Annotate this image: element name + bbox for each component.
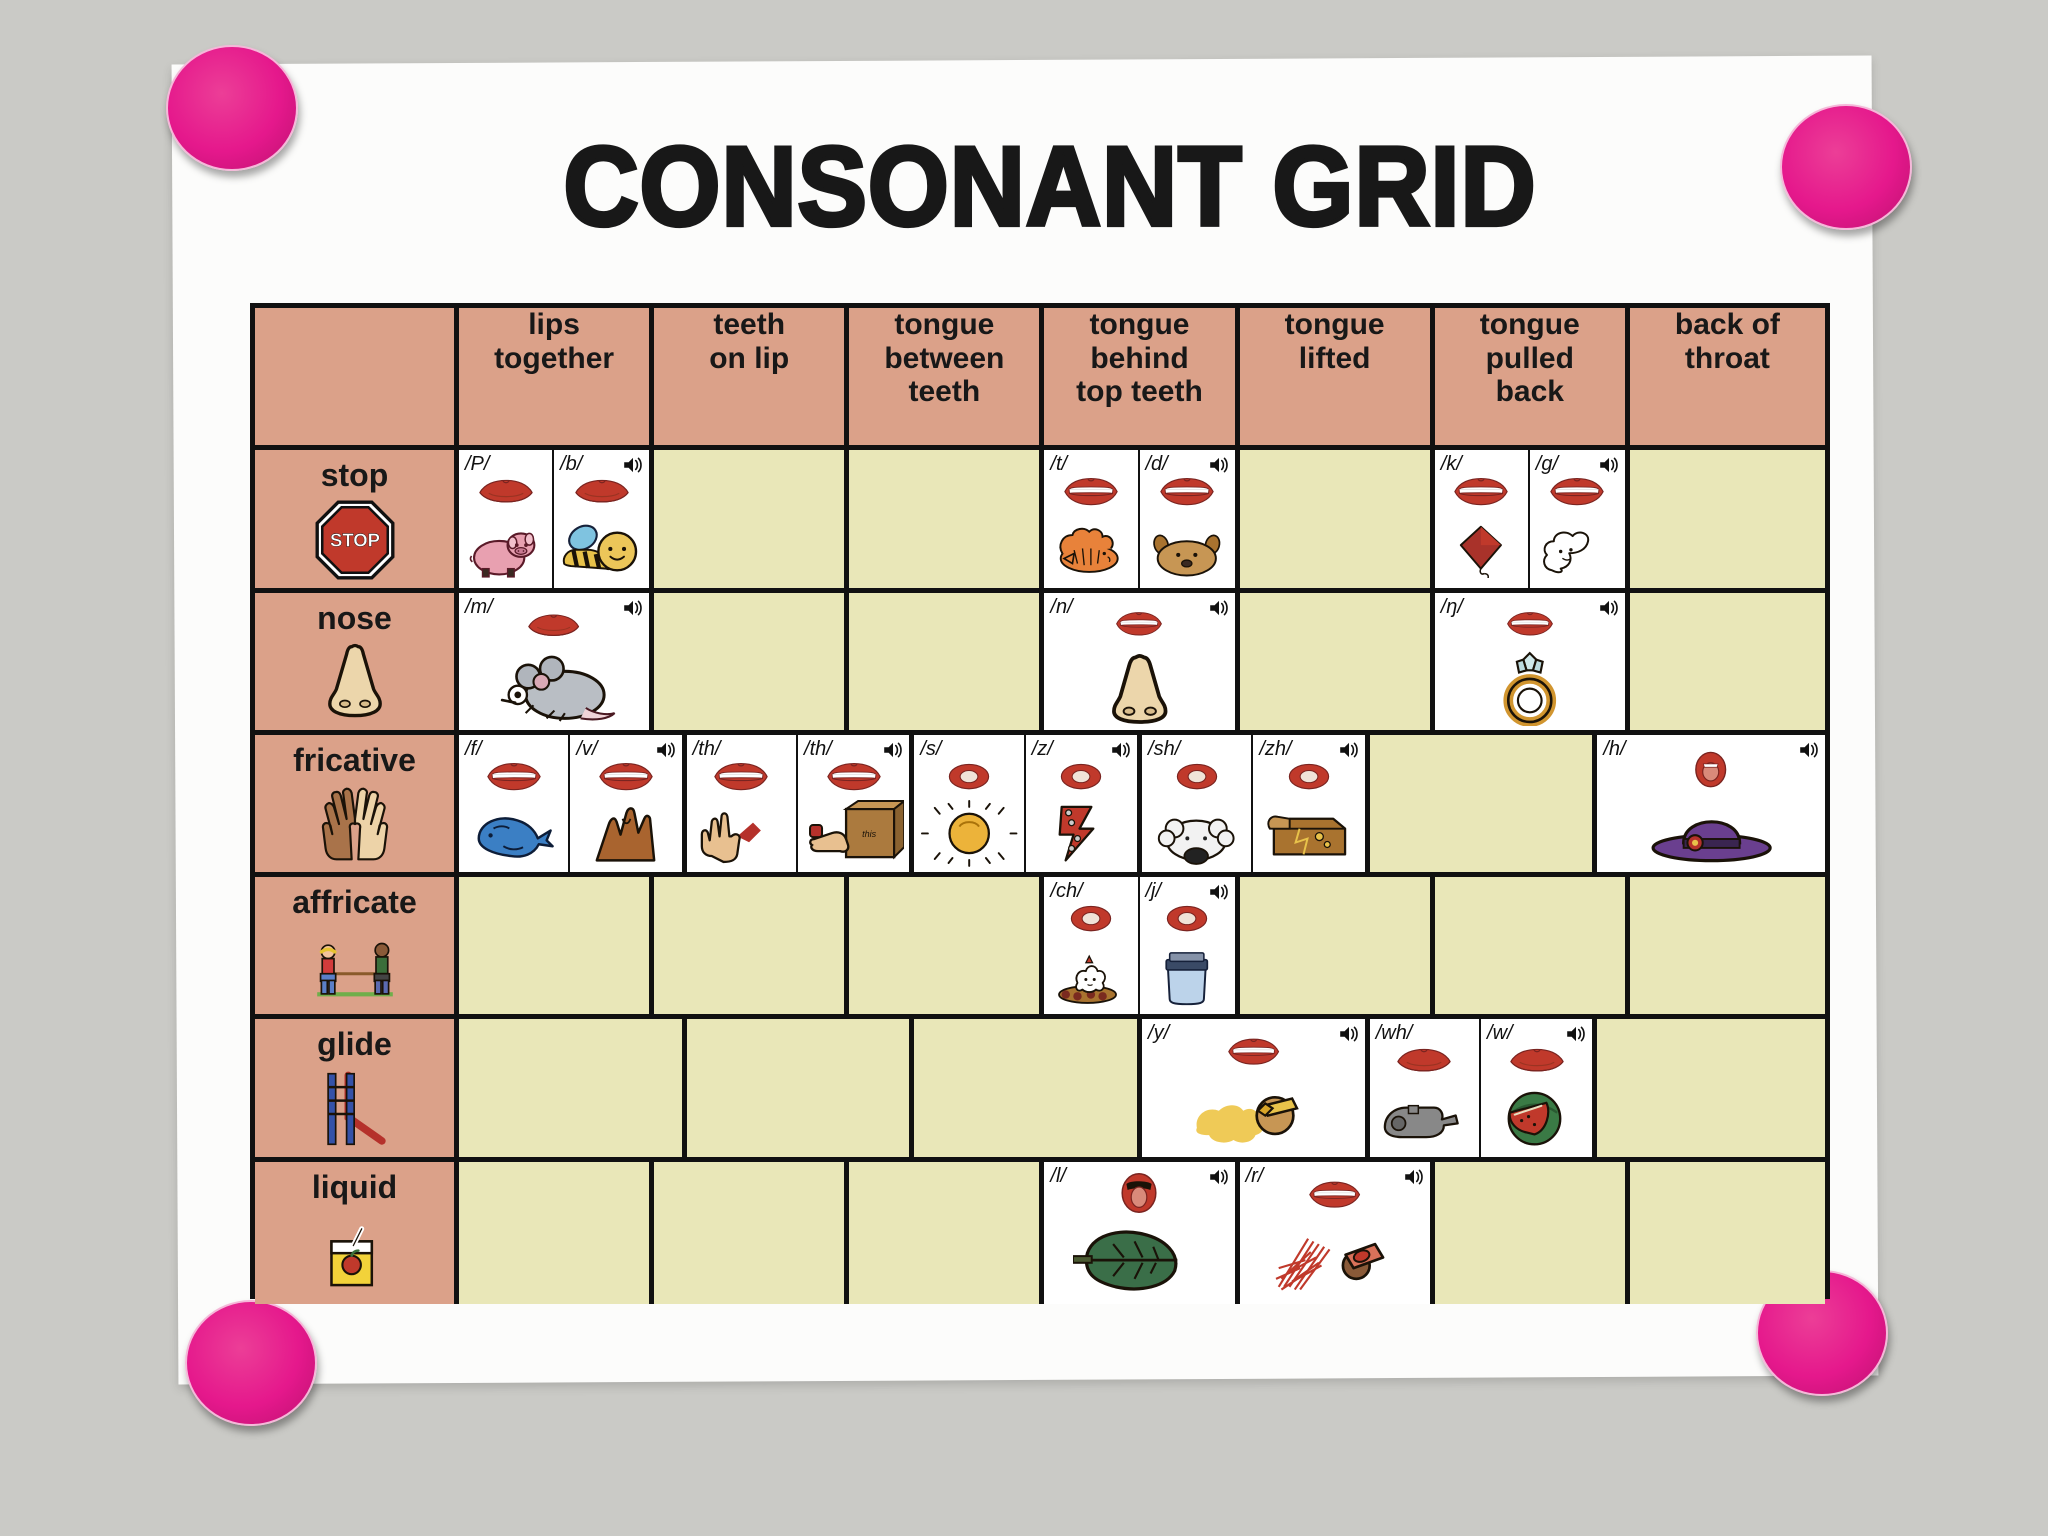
svg-text:this: this <box>862 829 877 839</box>
svg-text:STOP: STOP <box>330 530 380 551</box>
